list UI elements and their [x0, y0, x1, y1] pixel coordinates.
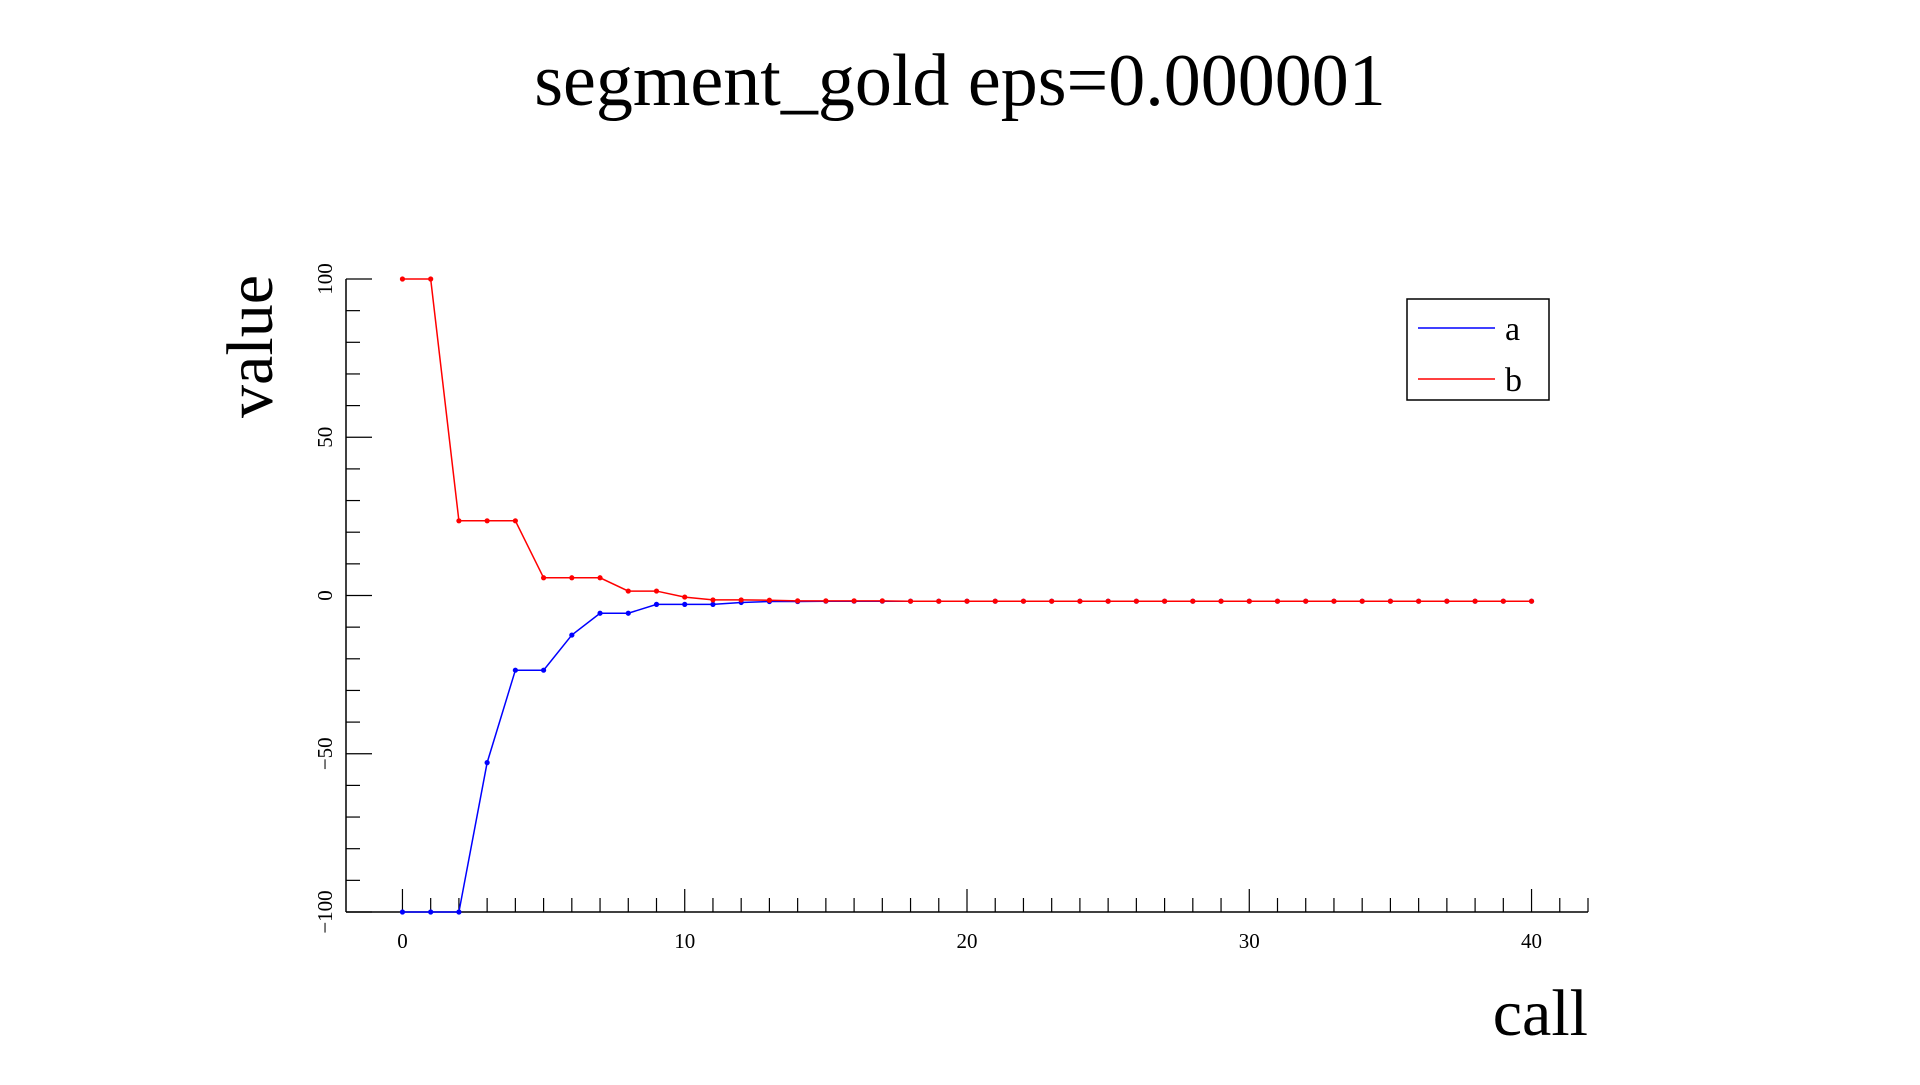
data-point-a [710, 601, 716, 607]
data-point-b [964, 598, 970, 604]
data-point-a [569, 632, 575, 638]
legend-box [1406, 298, 1550, 401]
data-point-b [992, 598, 998, 604]
data-point-b [936, 598, 942, 604]
data-point-a [597, 610, 603, 616]
series-b [399, 276, 1535, 604]
axes: 0 10 20 30 40 −100 −50 0 50 100 [313, 263, 1589, 953]
y-tick-label: −50 [313, 737, 337, 770]
data-point-b [710, 597, 716, 603]
y-tick-label: 50 [313, 427, 337, 448]
series-line-a [402, 600, 1532, 913]
data-point-b [1190, 598, 1196, 604]
data-point-b [428, 276, 434, 282]
data-point-a [540, 667, 547, 673]
data-point-a [653, 601, 660, 607]
data-point-b [879, 598, 885, 604]
series-layer [399, 276, 1535, 915]
y-tick-label: 100 [313, 263, 337, 295]
data-point-b [1528, 598, 1535, 604]
legend-label-a: a [1505, 311, 1520, 348]
data-point-a [484, 760, 490, 766]
data-point-b [907, 598, 914, 604]
data-point-b [1246, 598, 1252, 604]
data-point-b [1105, 598, 1111, 604]
data-point-b [625, 588, 631, 594]
data-point-b [569, 575, 575, 581]
x-tick-label: 0 [397, 929, 408, 953]
data-point-b [766, 597, 773, 603]
data-point-b [653, 588, 660, 594]
series-line-b [402, 278, 1532, 602]
data-point-b [738, 597, 744, 603]
data-point-b [682, 594, 688, 600]
data-point-b [597, 575, 603, 581]
data-point-a [399, 909, 406, 915]
data-point-b [456, 518, 462, 524]
data-point-b [1133, 598, 1139, 604]
data-point-b [823, 598, 829, 604]
data-point-b [1472, 598, 1478, 604]
data-point-b [1218, 598, 1224, 604]
data-point-b [1161, 598, 1168, 604]
legend: a b [1406, 298, 1550, 401]
data-point-b [1387, 598, 1394, 604]
x-tick-label: 40 [1521, 929, 1542, 953]
data-point-b [1020, 598, 1027, 604]
data-point-b [1274, 598, 1281, 604]
data-point-b [1049, 598, 1055, 604]
x-tick-label: 30 [1239, 929, 1260, 953]
data-point-b [1303, 598, 1309, 604]
data-point-b [1416, 598, 1422, 604]
data-point-b [1444, 598, 1450, 604]
data-point-b [399, 276, 406, 282]
legend-label-b: b [1505, 362, 1522, 399]
y-axis-title: value [214, 275, 287, 418]
data-point-b [484, 518, 490, 524]
x-tick-label: 20 [957, 929, 978, 953]
data-point-a [456, 909, 462, 915]
data-point-b [512, 518, 518, 524]
data-point-a [625, 610, 631, 616]
y-tick-label: 0 [313, 590, 337, 601]
data-point-b [851, 598, 857, 604]
x-axis-title: call [1493, 977, 1588, 1050]
x-tick-label: 10 [674, 929, 695, 953]
data-point-a [682, 601, 688, 607]
chart-title: segment_gold eps=0.000001 [534, 40, 1386, 122]
data-point-b [1500, 598, 1506, 604]
data-point-b [1359, 598, 1365, 604]
data-point-a [428, 909, 434, 915]
data-point-b [540, 575, 547, 581]
data-point-b [795, 598, 801, 604]
y-tick-label: −100 [313, 890, 337, 933]
data-point-b [1331, 598, 1337, 604]
series-a [399, 598, 1535, 915]
data-point-b [1077, 598, 1083, 604]
data-point-a [512, 667, 518, 673]
